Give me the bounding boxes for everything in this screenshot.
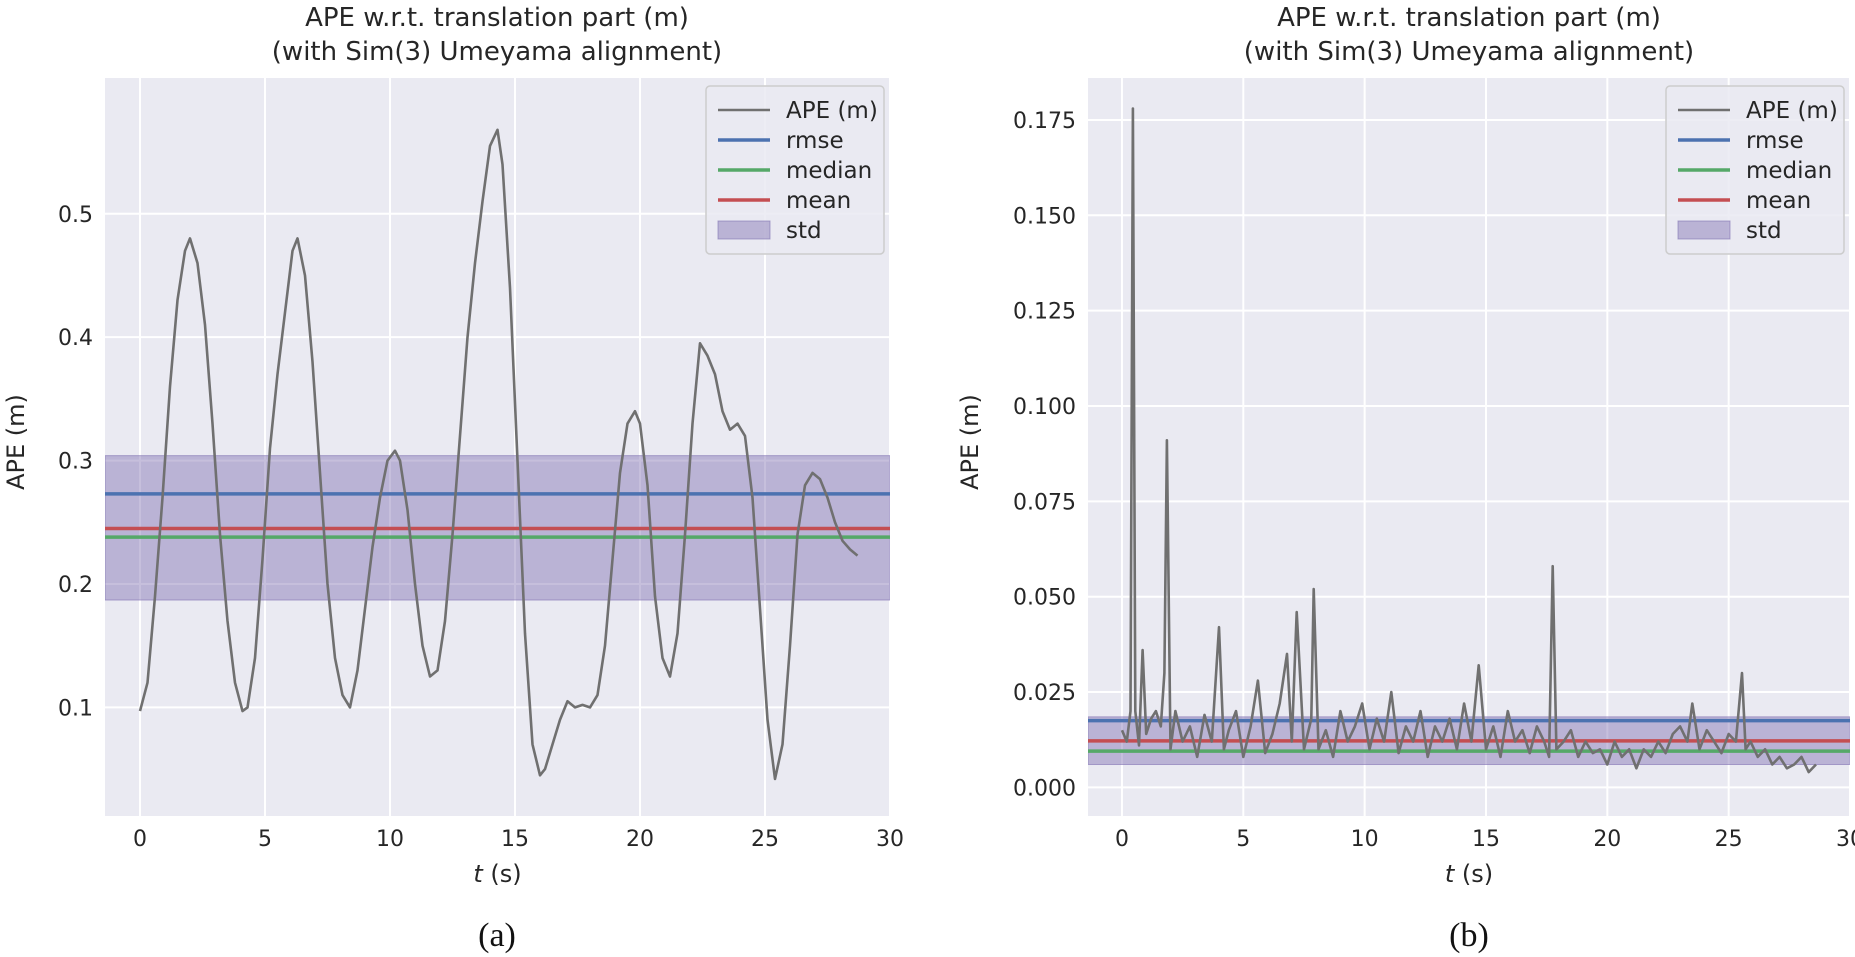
legend-label-mean: mean	[786, 188, 851, 214]
y-tick-label: 0.050	[1013, 586, 1076, 611]
x-tick-label: 30	[876, 827, 904, 852]
chart-panel-a: 0 5 10 15 20 25 30 0.1 0.2 0.3 0.4 0.5 APE w.r.t. tr…	[2, 3, 904, 954]
x-tick-label: 15	[1472, 827, 1500, 852]
x-tick-label: 0	[133, 827, 147, 852]
legend-label-std: std	[786, 218, 822, 244]
x-tick-label: 30	[1836, 827, 1855, 852]
y-tick-label: 0.000	[1013, 776, 1076, 801]
y-tick-label: 0.5	[58, 203, 93, 228]
legend-swatch-std	[717, 220, 771, 240]
legend-label-median: median	[786, 158, 872, 184]
x-axis-label-var: t	[473, 860, 484, 888]
x-tick-label: 20	[1593, 827, 1621, 852]
legend-label-rmse: rmse	[786, 128, 844, 154]
y-tick-label: 0.175	[1013, 109, 1076, 134]
y-tick-label: 0.100	[1013, 395, 1076, 420]
x-tick-label: 5	[258, 827, 272, 852]
y-tick-label: 0.4	[58, 326, 93, 351]
x-tick-label: 20	[626, 827, 654, 852]
legend-box	[1665, 85, 1845, 255]
legend-label-std: std	[1746, 218, 1782, 244]
legend-label-median: median	[1746, 158, 1832, 184]
chart-subtitle: (with Sim(3) Umeyama alignment)	[1244, 37, 1694, 67]
ape-series-line	[138, 128, 859, 781]
ape-series-line	[1120, 107, 1817, 774]
legend-label-ape: APE (m)	[1746, 98, 1838, 124]
legend-label-mean: mean	[1746, 188, 1811, 214]
y-tick-label: 0.150	[1013, 204, 1076, 229]
x-tick-label: 15	[501, 827, 529, 852]
x-tick-label: 10	[376, 827, 404, 852]
legend-box	[705, 85, 885, 255]
y-axis-label: APE (m)	[956, 394, 984, 490]
y-axis-label: APE (m)	[2, 394, 30, 490]
x-axis-label-unit: (s)	[483, 860, 522, 888]
panel-caption: (a)	[478, 917, 516, 954]
x-tick-label: 5	[1236, 827, 1250, 852]
legend: APE (m) rmse median mean std	[705, 85, 885, 255]
legend-label-ape: APE (m)	[786, 98, 878, 124]
legend: APE (m) rmse median mean std	[1665, 85, 1845, 255]
x-tick-label: 25	[1715, 827, 1743, 852]
x-axis-label: t (s)	[1445, 860, 1493, 888]
x-axis-label-var: t	[1445, 860, 1456, 888]
x-axis-label: t (s)	[473, 860, 521, 888]
y-tick-label: 0.025	[1013, 681, 1076, 706]
x-tick-label: 25	[751, 827, 779, 852]
chart-title: APE w.r.t. translation part (m)	[1277, 3, 1661, 33]
y-tick-label: 0.075	[1013, 490, 1076, 515]
chart-subtitle: (with Sim(3) Umeyama alignment)	[272, 37, 722, 67]
legend-swatch-std	[1677, 220, 1731, 240]
y-tick-label: 0.1	[58, 696, 93, 721]
y-tick-label: 0.125	[1013, 300, 1076, 325]
chart-panel-b: 0 5 10 15 20 25 30 0.000 0.025 0.050 0.075 0.100 0.1…	[956, 3, 1855, 954]
x-tick-label: 0	[1115, 827, 1129, 852]
chart-title: APE w.r.t. translation part (m)	[305, 3, 689, 33]
legend-label-rmse: rmse	[1746, 128, 1804, 154]
y-tick-label: 0.2	[58, 573, 93, 598]
y-tick-label: 0.3	[58, 450, 93, 475]
x-axis-label-unit: (s)	[1454, 860, 1493, 888]
x-tick-label: 10	[1351, 827, 1379, 852]
panel-caption: (b)	[1449, 917, 1489, 954]
